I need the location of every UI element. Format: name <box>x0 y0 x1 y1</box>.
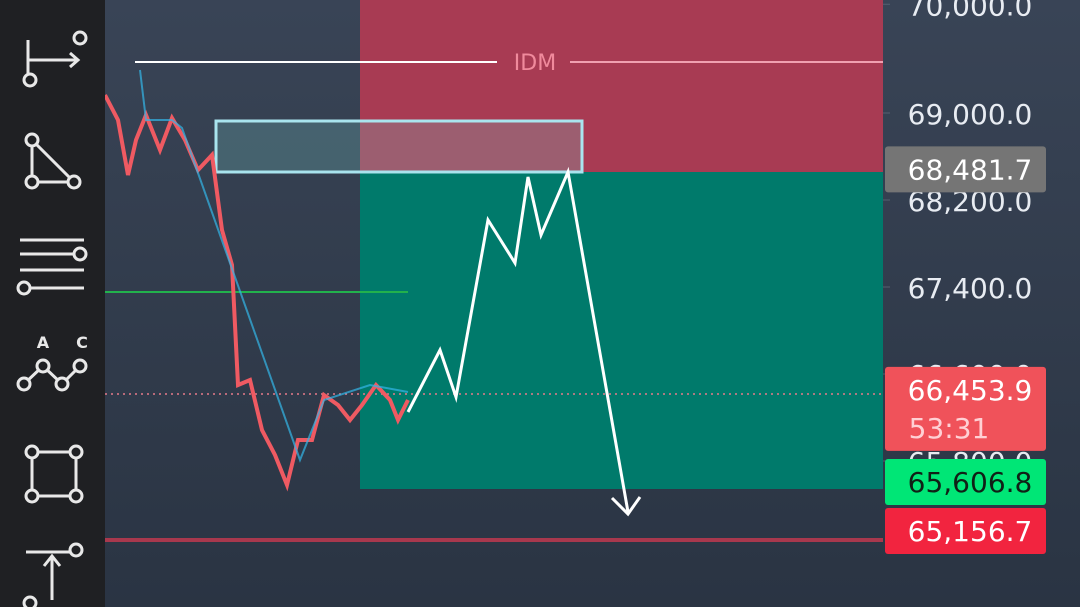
tool-triangle[interactable] <box>24 132 82 190</box>
price-tick-label: 70,000.0 <box>908 0 1033 22</box>
price-tag-label: 65,156.7 <box>908 515 1033 548</box>
target-zone <box>360 172 883 489</box>
price-tag <box>885 459 1046 506</box>
price-history <box>139 69 409 463</box>
toolbar <box>0 0 105 607</box>
price-tag <box>885 366 1046 451</box>
tool-pattern[interactable]: A C <box>16 333 88 392</box>
svg-text:A: A <box>37 333 50 352</box>
price-tick-label: 67,400.0 <box>908 272 1033 305</box>
tool-rectangle[interactable] <box>24 444 84 504</box>
idm-label: IDM <box>514 51 556 76</box>
stop-zone <box>360 0 883 172</box>
svg-text:C: C <box>76 333 88 352</box>
order-block <box>214 119 584 174</box>
countdown: 53:31 <box>909 412 990 445</box>
price-history <box>103 94 410 492</box>
price-tag-label: 66,453.9 <box>908 374 1033 407</box>
price-tag-label: 68,481.7 <box>908 153 1033 186</box>
price-tag <box>885 146 1046 193</box>
price-tag <box>885 507 1046 554</box>
tool-measure[interactable] <box>22 30 88 88</box>
price-tag-label: 65,606.8 <box>908 466 1033 499</box>
projection-arrow <box>610 496 642 517</box>
tool-lines[interactable] <box>16 238 88 296</box>
projection-path <box>406 166 630 513</box>
price-tick-label: 69,000.0 <box>908 98 1033 131</box>
tool-arrow[interactable] <box>22 542 84 607</box>
